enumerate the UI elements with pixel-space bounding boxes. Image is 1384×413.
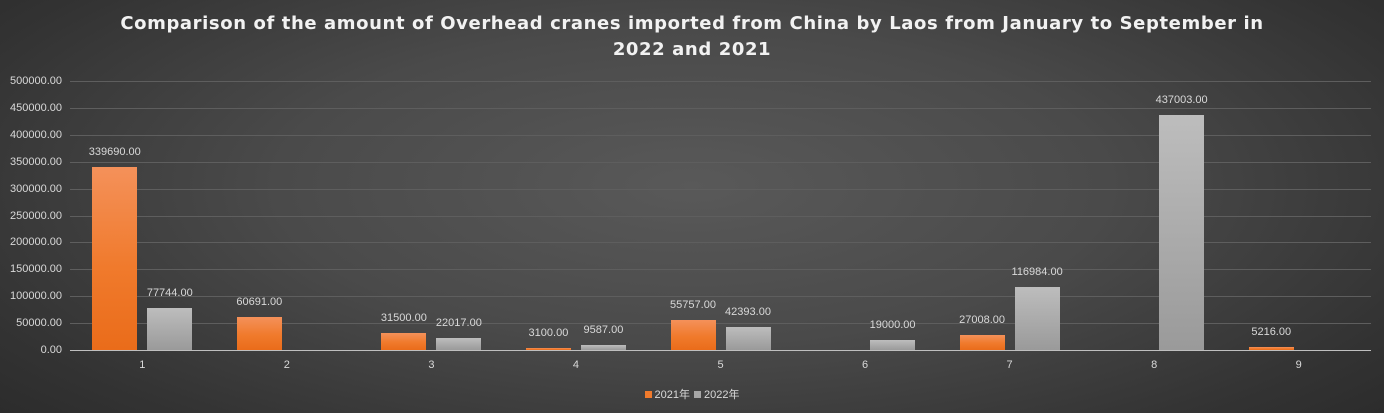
data-label: 77744.00 [146, 287, 193, 300]
chart-title-line-2: 2022 and 2021 [612, 39, 772, 60]
chart-title-line-1: Comparison of the amount of Overhead cra… [120, 13, 1264, 34]
x-tick-label: 7 [1006, 359, 1013, 371]
y-tick-label: 400000.00 [10, 128, 62, 141]
plot-area: 339690.00 77744.00 60691.00 31500.00 22017.0… [70, 81, 1371, 351]
data-label: 339690.00 [88, 146, 141, 159]
data-label: 437003.00 [1155, 93, 1208, 106]
bar-2022年-3[interactable] [436, 338, 482, 350]
legend: 2021年 2022年 [0, 386, 1384, 402]
legend-label: 2021年 [654, 389, 690, 401]
gridline [70, 161, 1371, 163]
y-tick-label: 250000.00 [10, 209, 62, 222]
y-tick-label: 50000.00 [16, 317, 62, 330]
bar-2021年-7[interactable] [959, 335, 1005, 350]
x-tick-label: 9 [1295, 359, 1302, 371]
gridline [70, 188, 1371, 190]
y-tick-label: 450000.00 [10, 101, 62, 114]
data-label: 19000.00 [869, 318, 916, 331]
data-label: 55757.00 [670, 299, 716, 311]
chart-title: Comparison of the amount of Overhead cra… [0, 11, 1384, 63]
data-label: 31500.00 [380, 312, 427, 325]
data-label: 42393.00 [725, 306, 771, 319]
data-label: 5216.00 [1251, 326, 1292, 339]
gridline [70, 269, 1371, 271]
y-tick-label: 0.00 [40, 344, 62, 356]
data-label: 27008.00 [959, 314, 1006, 327]
data-label: 22017.00 [435, 317, 482, 330]
data-label: 60691.00 [236, 296, 283, 309]
bar-2022年-6[interactable] [870, 339, 916, 350]
legend-label: 2022年 [704, 389, 740, 401]
x-tick-label: 6 [861, 359, 869, 371]
y-tick-label: 350000.00 [10, 155, 62, 168]
gridline [70, 107, 1371, 109]
bar-2021年-2[interactable] [236, 317, 282, 350]
bar-2022年-5[interactable] [725, 327, 771, 350]
gridline [70, 323, 1371, 325]
bar-2021年-4[interactable] [525, 348, 571, 350]
x-axis-line [70, 350, 1371, 351]
bar-2021年-1[interactable] [92, 167, 138, 350]
data-label: 3100.00 [528, 327, 569, 340]
y-tick-label: 300000.00 [10, 182, 62, 195]
x-tick-label: 5 [717, 359, 724, 371]
legend-swatch-icon [694, 390, 701, 398]
bar-2022年-4[interactable] [580, 344, 626, 350]
x-tick-label: 8 [1151, 359, 1158, 371]
bar-2022年-7[interactable] [1014, 287, 1060, 350]
y-tick-label: 500000.00 [10, 75, 62, 87]
gridline [70, 296, 1371, 298]
x-tick-label: 1 [139, 359, 146, 371]
bar-2021年-5[interactable] [670, 320, 716, 350]
gridline [70, 81, 1371, 82]
y-tick-label: 150000.00 [10, 263, 62, 276]
bar-2021年-3[interactable] [381, 333, 427, 350]
gridline [70, 242, 1371, 244]
data-label: 9587.00 [583, 323, 624, 336]
legend-item-1[interactable]: 2022年 [694, 386, 739, 402]
gridline [70, 215, 1371, 217]
legend-item-0[interactable]: 2021年 [644, 386, 690, 402]
data-label: 116984.00 [1011, 266, 1063, 279]
x-tick-label: 3 [428, 359, 435, 371]
bar-2022年-8[interactable] [1159, 114, 1205, 350]
x-tick-label: 2 [283, 359, 290, 371]
bar-2022年-1[interactable] [147, 308, 193, 350]
y-tick-label: 200000.00 [10, 236, 62, 249]
x-tick-label: 4 [572, 359, 579, 371]
bar-2021年-9[interactable] [1248, 347, 1294, 350]
y-tick-label: 100000.00 [10, 290, 62, 303]
legend-swatch-icon [644, 390, 652, 398]
gridline [70, 134, 1371, 136]
